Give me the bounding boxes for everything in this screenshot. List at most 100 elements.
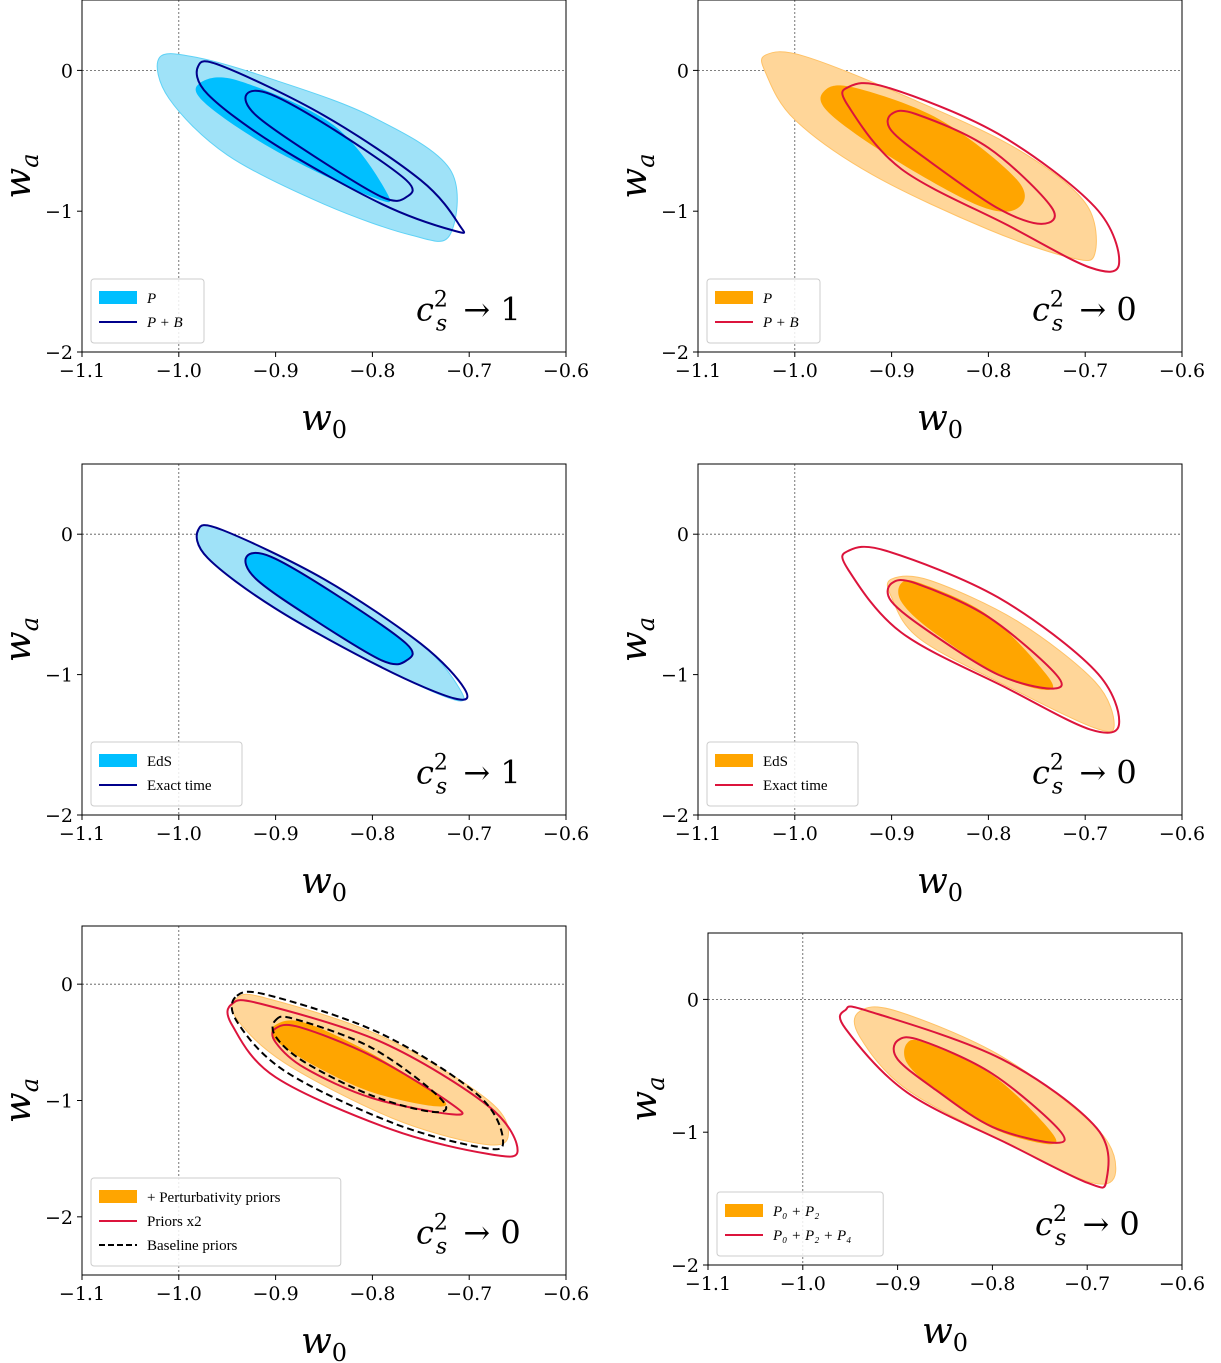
plot-area — [82, 926, 566, 1275]
contour-inner-p — [195, 77, 391, 203]
y-axis-label: wa — [624, 1076, 670, 1121]
legend-box — [706, 278, 821, 344]
axes-frame — [81, 463, 567, 816]
contour-inner-p — [820, 85, 1025, 212]
contour-inner-priors-x2 — [271, 1023, 464, 1116]
panel-4: −1.1 −1.0 −0.9 −0.8 −0.7 −0.6 −2 −1 0 w0 wa c2 s → 0… — [614, 463, 1205, 907]
x-tick-label: −0.7 — [1062, 823, 1108, 845]
contour-outer-priors-x2 — [226, 999, 519, 1158]
axes-frame — [81, 0, 567, 353]
contour-inner-p0-p2-p4 — [892, 1036, 1066, 1144]
y-tick-label: −1 — [661, 665, 689, 687]
y-tick-label: −2 — [45, 1207, 73, 1229]
contour-inner-eds — [245, 552, 413, 665]
legend-swatch — [715, 291, 753, 304]
contour-outer-exact-time — [195, 524, 469, 701]
x-tick-label: −1.0 — [772, 823, 818, 845]
legend-label: P₀ + P₂ — [772, 1204, 819, 1220]
sound-speed-annotation: c2 s → 0 — [1032, 750, 1137, 799]
y-tick-label: −1 — [661, 201, 689, 223]
x-tick-label: −0.8 — [969, 1273, 1015, 1295]
legend-label: EdS — [147, 754, 172, 770]
contour-inner-p-b — [244, 89, 414, 202]
y-tick-label: 0 — [677, 524, 689, 546]
legend-swatch — [99, 1190, 137, 1203]
y-axis-label: wa — [0, 617, 44, 662]
x-tick-label: −0.6 — [1159, 823, 1205, 845]
x-tick-label: −0.9 — [253, 360, 299, 382]
sound-speed-annotation: c2 s → 0 — [1035, 1202, 1140, 1251]
x-tick-label: −1.1 — [675, 823, 721, 845]
axes-frame — [697, 0, 1183, 353]
x-axis-label: w0 — [301, 1321, 347, 1363]
x-tick-label: −0.7 — [1064, 1273, 1110, 1295]
x-tick-label: −0.6 — [543, 823, 589, 845]
contour-outer-p-b — [195, 60, 466, 234]
legend: EdS Exact time — [90, 741, 243, 807]
y-tick-label: −1 — [45, 1091, 73, 1113]
x-tick-label: −0.7 — [1062, 360, 1108, 382]
x-axis-label: w0 — [301, 861, 347, 907]
legend-label: P — [146, 291, 156, 307]
panel-1: −1.1 −1.0 −0.9 −0.8 −0.7 −0.6 −2 −1 0 w0 wa c2 s → 1… — [0, 0, 589, 444]
legend-swatch — [725, 1204, 763, 1217]
legend-swatch — [99, 291, 137, 304]
sound-speed-annotation: c2 s → 0 — [1032, 287, 1137, 336]
contour-inner-perturbativity-priors — [271, 1020, 447, 1107]
x-tick-label: −1.0 — [156, 1283, 202, 1305]
x-tick-label: −1.1 — [59, 1283, 105, 1305]
legend-swatch — [715, 754, 753, 767]
y-axis-label: wa — [614, 617, 660, 662]
y-tick-label: −2 — [45, 805, 73, 827]
contour-inner-p-b — [886, 109, 1056, 225]
y-axis-label: wa — [0, 1078, 44, 1123]
panel-5: −1.1 −1.0 −0.9 −0.8 −0.7 −0.6 −2 −1 0 w0 wa c2 s → 0… — [0, 925, 589, 1363]
legend-label: P₀ + P₂ + P₄ — [772, 1228, 851, 1244]
legend-label: Priors x2 — [147, 1214, 202, 1230]
x-tick-label: −1.1 — [685, 1273, 731, 1295]
x-axis-label: w0 — [922, 1311, 968, 1357]
x-tick-label: −0.6 — [543, 1283, 589, 1305]
y-axis-label: wa — [614, 153, 660, 198]
x-tick-label: −0.9 — [875, 1273, 921, 1295]
contour-outer-p-b — [841, 82, 1121, 273]
y-tick-label: 0 — [61, 60, 73, 82]
legend-label: P — [762, 291, 772, 307]
contour-outer-p0-p2-p4 — [838, 1005, 1110, 1189]
sound-speed-annotation: c2 s → 1 — [416, 287, 521, 336]
x-tick-label: −1.0 — [156, 360, 202, 382]
legend-label: P + B — [146, 315, 183, 331]
x-tick-label: −1.1 — [59, 360, 105, 382]
legend-box — [716, 1191, 884, 1257]
x-axis-label: w0 — [301, 398, 347, 444]
x-tick-label: −0.8 — [349, 823, 395, 845]
legend-label: Exact time — [147, 778, 212, 794]
legend-label: Baseline priors — [147, 1238, 238, 1254]
legend: P P + B — [706, 278, 821, 344]
contour-outer-baseline-priors — [230, 990, 505, 1151]
plot-area — [698, 464, 1182, 815]
x-tick-label: −1.0 — [156, 823, 202, 845]
plot-area — [708, 933, 1182, 1265]
x-tick-label: −0.8 — [965, 823, 1011, 845]
y-tick-label: −2 — [671, 1255, 699, 1277]
x-tick-label: −0.9 — [869, 823, 915, 845]
legend: P P + B — [90, 278, 205, 344]
legend-label: P + B — [762, 315, 799, 331]
y-tick-label: −1 — [671, 1122, 699, 1144]
plot-area — [82, 464, 566, 815]
legend-box — [90, 278, 205, 344]
x-tick-label: −0.6 — [1159, 1273, 1205, 1295]
x-tick-label: −1.0 — [772, 360, 818, 382]
x-tick-label: −0.6 — [1159, 360, 1205, 382]
legend-box — [90, 741, 243, 807]
y-tick-label: −2 — [45, 342, 73, 364]
legend-box — [706, 741, 859, 807]
contour-inner-baseline-priors — [271, 1015, 448, 1114]
y-tick-label: 0 — [687, 989, 699, 1011]
x-tick-label: −0.8 — [349, 360, 395, 382]
panel-6: −1.1 −1.0 −0.9 −0.8 −0.7 −0.6 −2 −1 0 w0 wa c2 s → 0… — [624, 932, 1205, 1357]
legend: P₀ + P₂ P₀ + P₂ + P₄ — [716, 1191, 884, 1257]
y-tick-label: −2 — [661, 805, 689, 827]
